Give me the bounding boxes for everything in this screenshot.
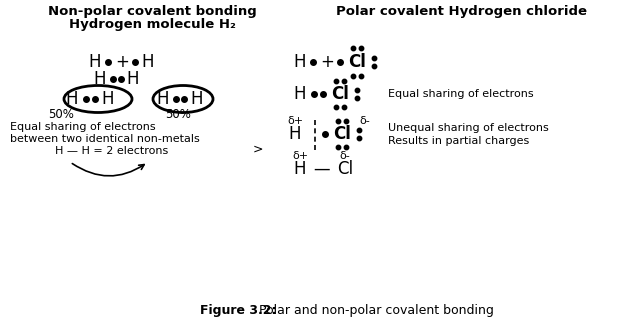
Text: Figure 3.2:: Figure 3.2: [200, 304, 276, 317]
Text: Cl: Cl [331, 85, 349, 103]
Text: Equal sharing of electrons: Equal sharing of electrons [10, 122, 155, 132]
Text: Unequal sharing of electrons: Unequal sharing of electrons [388, 123, 548, 133]
FancyArrowPatch shape [72, 164, 144, 176]
Text: Results in partial charges: Results in partial charges [388, 136, 529, 146]
Text: Equal sharing of electrons: Equal sharing of electrons [388, 89, 534, 99]
Text: H: H [142, 53, 154, 71]
Text: 50%: 50% [48, 108, 74, 121]
Text: H: H [289, 125, 301, 143]
Text: H: H [94, 70, 106, 88]
Text: H: H [89, 53, 101, 71]
Text: +: + [115, 53, 129, 71]
Text: H: H [157, 90, 169, 108]
Text: 50%: 50% [165, 108, 191, 121]
Text: H: H [191, 90, 203, 108]
Text: δ+: δ+ [287, 116, 303, 126]
Text: +: + [320, 53, 334, 71]
Text: H: H [294, 85, 306, 103]
Text: Hydrogen molecule H₂: Hydrogen molecule H₂ [69, 18, 235, 31]
Text: Polar covalent Hydrogen chloride: Polar covalent Hydrogen chloride [336, 5, 588, 18]
Text: >: > [253, 143, 263, 156]
Text: H — H = 2 electrons: H — H = 2 electrons [55, 146, 168, 156]
Text: Cl: Cl [348, 53, 366, 71]
Text: Cl: Cl [333, 125, 351, 143]
Text: Cl: Cl [337, 160, 353, 178]
Text: δ-: δ- [339, 151, 350, 161]
Text: Polar and non-polar covalent bonding: Polar and non-polar covalent bonding [255, 304, 494, 317]
Text: H: H [66, 90, 78, 108]
Text: δ+: δ+ [292, 151, 308, 161]
Text: —: — [314, 160, 330, 178]
Text: δ-: δ- [359, 116, 370, 126]
Text: Non-polar covalent bonding: Non-polar covalent bonding [47, 5, 256, 18]
Text: between two identical non-metals: between two identical non-metals [10, 134, 200, 144]
Text: H: H [127, 70, 139, 88]
Text: H: H [294, 160, 306, 178]
Text: H: H [102, 90, 114, 108]
Text: H: H [294, 53, 306, 71]
